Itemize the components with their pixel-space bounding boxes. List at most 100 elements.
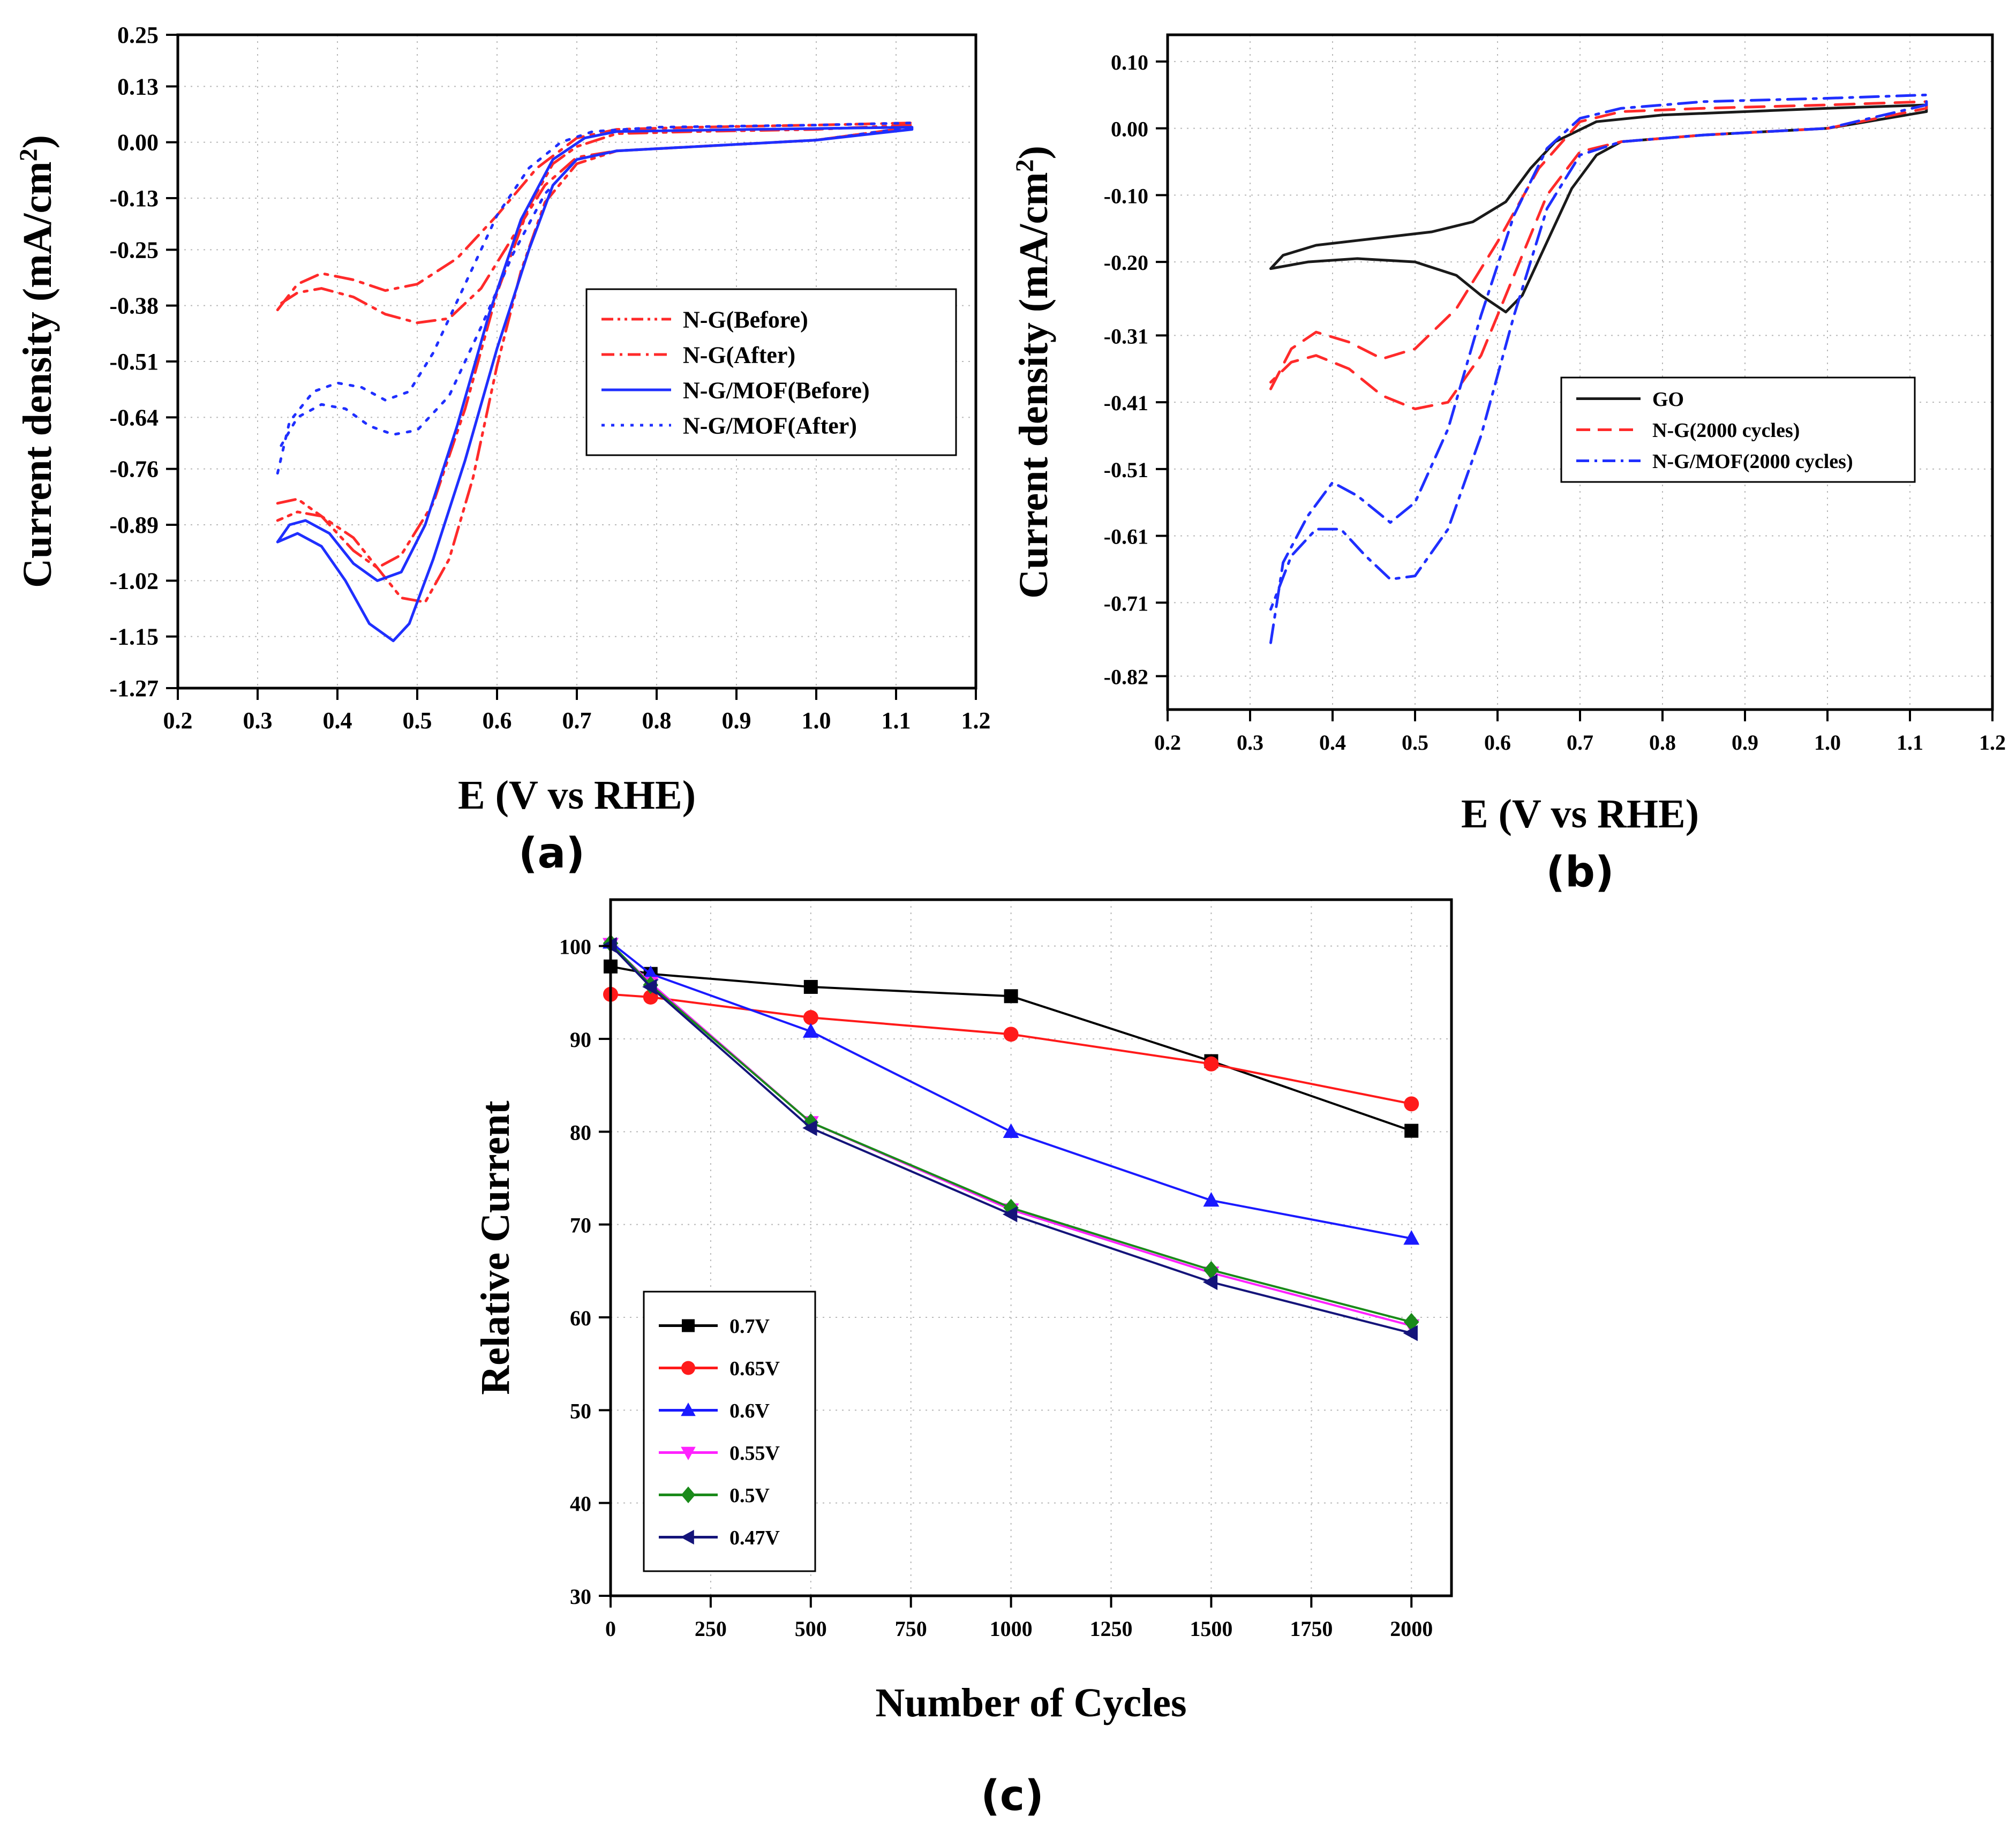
legend-marker-0.47V — [680, 1529, 694, 1545]
data-point-0.5V — [1003, 1198, 1019, 1217]
series-curve-N-G(Before) — [276, 124, 914, 604]
panel-c-chart: 0 250 500 750 1000 1250 1500 1750 2000 30 40 50 60 70… — [473, 898, 1453, 1820]
x-tick-label: 0.9 — [722, 707, 751, 734]
y-axis-title-main: Relative Current — [473, 1100, 518, 1394]
legend-label-N-G(2000 cycles): N-G(2000 cycles) — [1652, 419, 1800, 442]
x-tick-label: 500 — [795, 1617, 827, 1641]
x-tick-label: 0.2 — [1154, 730, 1181, 755]
y-axis-title-superscript: 2 — [14, 148, 43, 161]
legend-marker-0.5V — [681, 1486, 696, 1504]
legend-marker-0.7V — [682, 1319, 695, 1332]
data-point-0.7V — [1404, 1123, 1419, 1138]
data-point-0.6V — [802, 1023, 819, 1038]
legend-label-N-G(Before): N-G(Before) — [683, 306, 808, 333]
y-tick-label: -0.51 — [1104, 458, 1148, 482]
y-tick-label: 90 — [570, 1028, 591, 1052]
legend-marker-0.6V — [681, 1402, 696, 1416]
x-tick-label: 0.7 — [562, 707, 592, 734]
series-curve-N-G/MOF(After) — [276, 122, 914, 475]
panel-label-a: (a) — [518, 829, 585, 878]
x-tick-label: 2000 — [1390, 1617, 1433, 1641]
data-point-0.47V — [802, 1120, 817, 1136]
series-curve-N-G(2000 cycles) — [1269, 100, 1928, 411]
y-axis-title-superscript: 2 — [1011, 159, 1039, 172]
x-tick-label: 0.6 — [1484, 730, 1511, 755]
y-axis-title: Current density (mA/cm2) — [14, 135, 61, 588]
x-tick-label: 0.4 — [1319, 730, 1346, 755]
data-point-0.5V — [1403, 1313, 1419, 1331]
x-tick-label: 1250 — [1090, 1617, 1133, 1641]
y-tick-label: -0.38 — [109, 293, 159, 319]
data-point-0.6V — [1403, 1230, 1420, 1245]
x-tick-label: 0.5 — [403, 707, 432, 734]
y-tick-label: -0.13 — [109, 185, 159, 212]
x-tick-label: 0.2 — [163, 707, 193, 734]
data-point-0.6V — [1203, 1192, 1220, 1207]
y-axis-title-close: ) — [1011, 146, 1056, 159]
data-point-0.7V — [803, 979, 818, 994]
series-curve-N-G(After) — [276, 122, 914, 325]
y-axis-title: Relative Current — [473, 1100, 518, 1394]
y-axis-title-close: ) — [15, 135, 60, 148]
x-tick-label: 1.0 — [1814, 730, 1841, 755]
y-tick-label: -0.31 — [1104, 324, 1148, 348]
x-axis-title: Number of Cycles — [875, 1680, 1186, 1725]
data-point-0.6V — [1003, 1123, 1019, 1138]
plot-area — [1168, 35, 1992, 710]
y-tick-label: 70 — [570, 1213, 591, 1238]
x-tick-label: 0.9 — [1732, 730, 1758, 755]
y-tick-label: 0.00 — [1111, 117, 1148, 141]
y-tick-label: -0.61 — [1104, 525, 1148, 549]
y-tick-label: 0.00 — [117, 130, 159, 156]
legend-label-0.65V: 0.65V — [729, 1358, 780, 1380]
y-tick-label: 50 — [570, 1399, 591, 1423]
y-tick-label: 0.13 — [117, 73, 159, 100]
series-line-0.47V — [610, 944, 1412, 1334]
y-axis-title-main: Current density (mA/cm — [15, 161, 60, 587]
legend-label-N-G/MOF(Before): N-G/MOF(Before) — [683, 377, 870, 403]
y-tick-label: 40 — [570, 1492, 591, 1516]
legend-label-N-G(After): N-G(After) — [683, 342, 795, 368]
x-axis-title: E (V vs RHE) — [1461, 791, 1699, 836]
panel-label-b: (b) — [1546, 848, 1614, 896]
x-tick-label: 1500 — [1190, 1617, 1232, 1641]
x-tick-label: 0.7 — [1567, 730, 1593, 755]
data-point-0.47V — [1202, 1274, 1218, 1291]
legend: 0.7V 0.65V 0.6V 0.55V 0.5V 0.47V — [643, 1291, 816, 1572]
series-curve-GO — [1269, 103, 1928, 314]
plot-frame — [609, 898, 1453, 1597]
x-tick-label: 0.8 — [642, 707, 672, 734]
legend-label-0.7V: 0.7V — [729, 1315, 770, 1338]
x-tick-label: 0.6 — [483, 707, 512, 734]
legend-label-0.47V: 0.47V — [729, 1527, 780, 1549]
y-tick-label: -0.20 — [1104, 251, 1148, 275]
legend-label-N-G/MOF(After): N-G/MOF(After) — [683, 412, 857, 439]
legend: N-G(Before) N-G(After) N-G/MOF(Before) N-G/… — [585, 288, 957, 456]
legend-label-GO: GO — [1652, 388, 1684, 411]
y-tick-label: -0.51 — [109, 349, 159, 375]
data-point-0.47V — [642, 978, 657, 995]
data-point-0.65V — [1203, 1056, 1219, 1072]
y-tick-label: -0.71 — [1104, 591, 1148, 615]
legend-marker-0.55V — [681, 1446, 696, 1460]
x-tick-label: 250 — [695, 1617, 727, 1641]
y-tick-label: 100 — [559, 935, 591, 959]
legend-box — [643, 1291, 816, 1572]
x-tick-label: 0 — [605, 1617, 616, 1641]
data-point-0.47V — [1403, 1325, 1418, 1341]
data-point-0.47V — [1003, 1206, 1018, 1223]
panel-label-c: (c) — [981, 1772, 1044, 1820]
x-tick-label: 750 — [895, 1617, 927, 1641]
legend-label-0.5V: 0.5V — [729, 1484, 770, 1507]
y-tick-label: 0.10 — [1111, 50, 1148, 74]
x-tick-label: 0.5 — [1402, 730, 1428, 755]
y-axis-title-main: Current density (mA/cm — [1011, 172, 1056, 598]
data-point-0.65V — [1003, 1027, 1019, 1042]
series-line-0.5V — [610, 942, 1412, 1323]
x-tick-label: 0.4 — [323, 707, 352, 734]
x-tick-label: 0.3 — [243, 707, 273, 734]
panel-a-chart: 0.2 0.3 0.4 0.5 0.6 0.7 0.8 0.9 1.0 1.1 1.2 0.25 0.1… — [14, 22, 991, 878]
data-point-0.6V — [642, 966, 659, 981]
x-tick-label: 1.1 — [1897, 730, 1923, 755]
